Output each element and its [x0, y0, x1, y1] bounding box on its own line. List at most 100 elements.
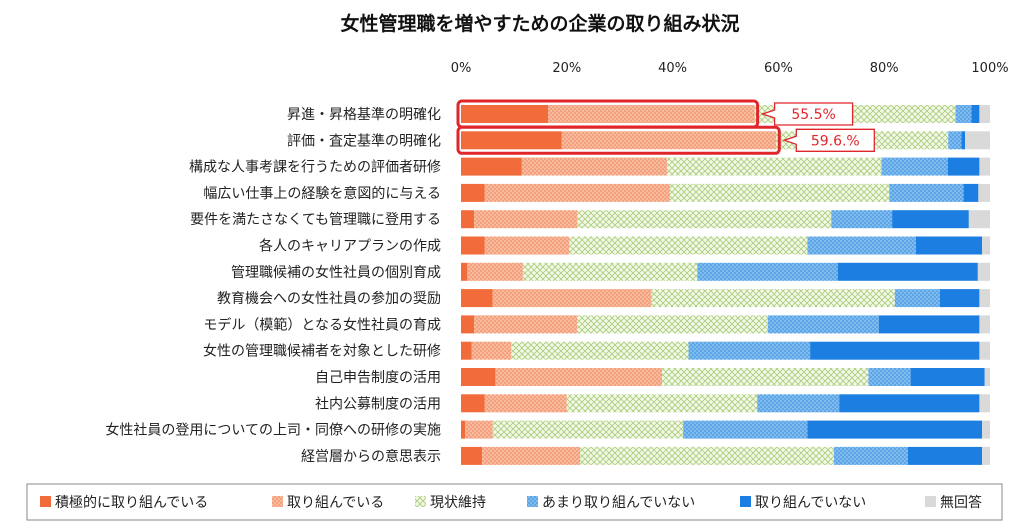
x-axis-tick-labels: 0% 20% 40% 60% 80% 100%: [451, 61, 1009, 76]
bar-segment: [548, 105, 755, 123]
legend-label: あまり取り組んでいない: [542, 495, 695, 511]
bar-segment: [939, 289, 980, 308]
bar-segment: [697, 262, 838, 281]
bar-segment: [881, 157, 948, 176]
bar-segment: [561, 131, 777, 150]
bar-segment: [688, 341, 811, 360]
bar-segment: [461, 315, 475, 334]
legend-label: 現状維持: [430, 495, 486, 511]
legend-swatch: [272, 496, 283, 507]
bar-segment: [892, 210, 969, 229]
bar-segment: [963, 183, 979, 202]
bar-segment: [807, 420, 983, 439]
bar-segment: [651, 289, 895, 308]
bar-segment: [833, 446, 909, 465]
bar-segment: [662, 368, 869, 386]
bar-segment: [965, 131, 990, 150]
bar-segment: [982, 446, 990, 465]
bar-segment: [839, 394, 980, 413]
bar-segment: [461, 289, 493, 308]
legend-frame: [26, 483, 1003, 521]
x-tick-label: 40%: [658, 61, 687, 76]
legend-swatch: [40, 496, 51, 507]
bar-segment: [461, 236, 485, 255]
bar-segment: [979, 315, 990, 334]
legend-swatch: [527, 496, 538, 507]
bar-segment: [580, 446, 834, 465]
category-label: 女性の管理職候補者を対象とした研修: [203, 343, 441, 360]
category-labels: 昇進・昇格基準の明確化評価・査定基準の明確化構成な人事考課を行うための評価者研修…: [105, 106, 441, 465]
bar-segment: [978, 183, 990, 202]
bar-segment: [461, 157, 522, 176]
bar-segment: [482, 446, 581, 465]
bars: [461, 105, 990, 465]
bar-segment: [484, 394, 567, 413]
bar-segment: [837, 262, 978, 281]
bar-segment: [971, 105, 980, 123]
bar-segment: [467, 262, 523, 281]
callout-box: [760, 102, 854, 126]
bar-segment: [461, 446, 483, 465]
bar-segment: [492, 420, 684, 439]
bar-segment: [484, 236, 570, 255]
bar-segment: [522, 262, 698, 281]
bar-segment: [667, 157, 882, 176]
bar-segment: [982, 236, 990, 255]
bar-segment: [461, 341, 472, 360]
bar-segment: [461, 394, 485, 413]
bar-segment: [577, 210, 832, 229]
legend-swatch: [415, 496, 426, 507]
bar-segment: [683, 420, 808, 439]
category-label: 女性社員の登用についての上司・同僚への研修の実施: [105, 422, 441, 439]
category-label: 昇進・昇格基準の明確化: [287, 106, 441, 123]
bar-segment: [810, 341, 980, 360]
legend-swatch: [925, 496, 936, 507]
bar-segment: [566, 394, 758, 413]
bar-segment: [757, 394, 840, 413]
bar-segment: [955, 105, 972, 123]
bar-segment: [807, 236, 916, 255]
bar-segment: [471, 341, 512, 360]
bar-segment: [979, 105, 990, 123]
highlight-box: [456, 125, 781, 155]
bar-segment: [461, 210, 475, 229]
bar-segment: [984, 368, 990, 386]
bar-segment: [868, 368, 911, 386]
callout-label: 55.5%: [791, 107, 835, 123]
bar-segment: [492, 289, 652, 308]
x-tick-label: 0%: [451, 61, 472, 76]
bar-segment: [961, 131, 966, 150]
bar-segment: [484, 183, 670, 202]
bar-segment: [894, 289, 940, 308]
category-label: 評価・査定基準の明確化: [287, 132, 441, 149]
bar-segment: [979, 341, 990, 360]
bar-segment: [979, 289, 990, 308]
category-label: 要件を満たさなくても管理職に登用する: [190, 212, 441, 228]
category-label: 幅広い仕事上の経験を意図的に与える: [203, 185, 441, 202]
category-label: 構成な人事考課を行うための評価者研修: [189, 160, 441, 176]
bar-segment: [915, 236, 983, 255]
category-label: 経営層からの意思表示: [301, 448, 441, 465]
legend-label: 無回答: [940, 494, 982, 511]
bar-segment: [569, 236, 808, 255]
x-tick-label: 20%: [552, 61, 581, 76]
bar-segment: [461, 131, 562, 150]
bar-segment: [474, 210, 578, 229]
bar-segment: [495, 368, 663, 386]
x-tick-label: 60%: [764, 61, 793, 76]
bar-segment: [461, 368, 496, 386]
category-label: 社内公募制度の活用: [315, 396, 441, 412]
bar-segment: [461, 262, 468, 281]
bar-segment: [979, 157, 990, 176]
bar-segment: [461, 183, 485, 202]
callout-label: 59.6.%: [811, 133, 860, 149]
bar-segment: [521, 157, 668, 176]
bar-segment: [511, 341, 689, 360]
category-label: 自己申告制度の活用: [315, 370, 441, 386]
legend-label: 取り組んでいる: [287, 495, 384, 511]
bar-segment: [465, 420, 493, 439]
bar-segment: [878, 315, 980, 334]
category-label: 教育機会への女性社員の参加の奨励: [217, 290, 441, 307]
